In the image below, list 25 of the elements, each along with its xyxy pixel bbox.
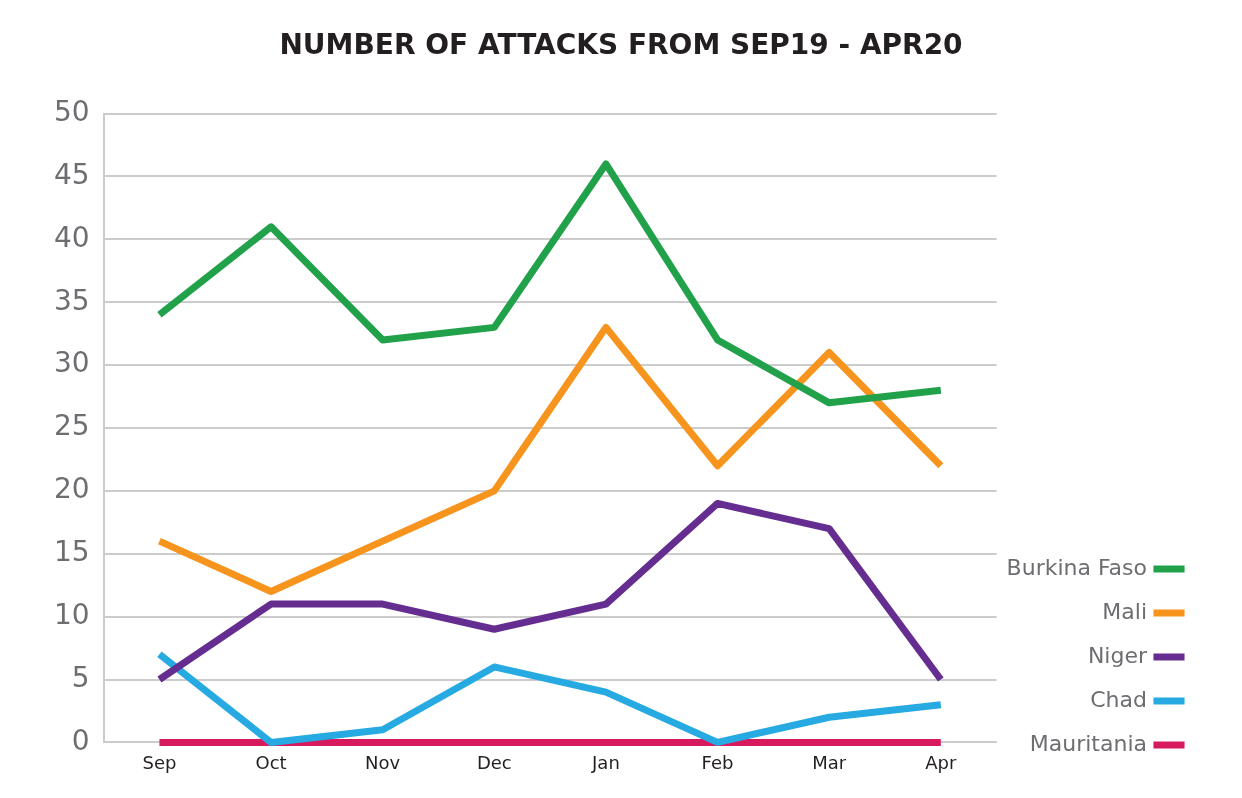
- y-tick-label: 45: [53, 157, 90, 191]
- chart-title: NUMBER OF ATTACKS FROM SEP19 - APR20: [279, 28, 963, 62]
- y-tick-label: 15: [53, 535, 90, 569]
- x-tick-label: Dec: [476, 751, 512, 773]
- legend-label: Mali: [1102, 598, 1147, 624]
- x-tick-label: Jan: [591, 751, 620, 773]
- x-tick-label: Apr: [925, 751, 957, 773]
- x-tick-label: Mar: [812, 751, 847, 773]
- x-tick-label: Feb: [701, 751, 734, 773]
- y-tick-label: 10: [53, 597, 90, 631]
- y-tick-label: 35: [53, 283, 90, 317]
- y-tick-label: 25: [53, 409, 90, 443]
- y-tick-label: 0: [71, 723, 90, 757]
- legend-label: Niger: [1087, 642, 1148, 668]
- x-tick-label: Oct: [255, 751, 287, 773]
- y-tick-label: 20: [53, 472, 90, 506]
- y-tick-label: 5: [71, 660, 90, 694]
- x-tick-label: Nov: [365, 751, 401, 773]
- y-tick-label: 50: [53, 94, 90, 128]
- legend-label: Burkina Faso: [1006, 554, 1147, 580]
- x-tick-label: Sep: [142, 751, 177, 773]
- y-tick-label: 30: [53, 346, 90, 380]
- y-tick-label: 40: [53, 220, 90, 254]
- legend-label: Mauritania: [1029, 730, 1147, 756]
- legend-label: Chad: [1090, 686, 1147, 712]
